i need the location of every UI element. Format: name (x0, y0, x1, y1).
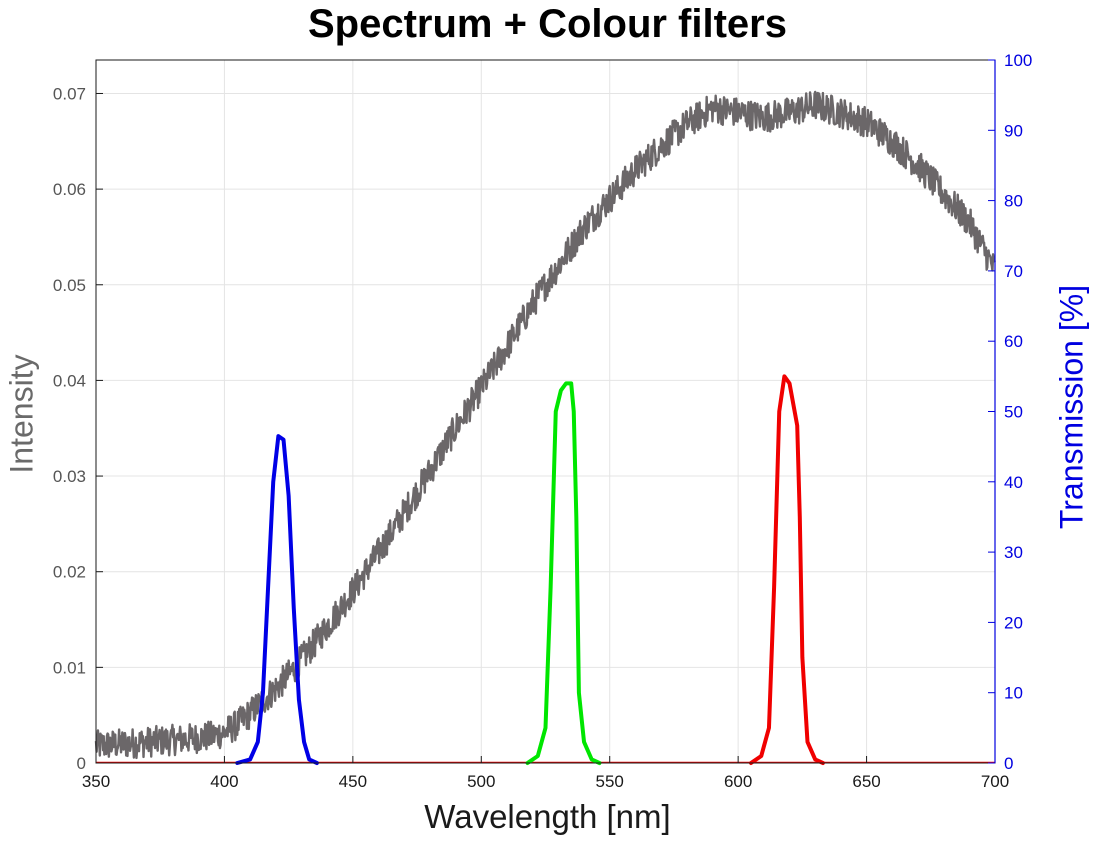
left-tick-label: 0 (77, 754, 86, 773)
right-tick-label: 100 (1004, 51, 1032, 70)
right-tick-label: 20 (1004, 613, 1023, 632)
left-axis-label: Intensity (3, 354, 40, 474)
series-layer (94, 90, 997, 765)
right-tick-label: 80 (1004, 192, 1023, 211)
x-tick-label: 400 (210, 772, 238, 791)
x-axis-label: Wavelength [nm] (424, 798, 671, 835)
blue-filter-line (235, 434, 319, 765)
plot-frame (95, 59, 996, 764)
x-tick-label: 700 (981, 772, 1009, 791)
right-tick-label: 40 (1004, 473, 1023, 492)
right-tick-label: 10 (1004, 684, 1023, 703)
right-tick-label: 60 (1004, 332, 1023, 351)
left-tick-label: 0.05 (53, 276, 86, 295)
green-filter-line (525, 381, 602, 765)
left-tick-label: 0.07 (53, 84, 86, 103)
x-tick-label: 450 (339, 772, 367, 791)
grid-lines (95, 60, 996, 764)
left-axis-ticks: 0 0.01 0.02 0.03 0.04 0.05 0.06 0.07 (53, 84, 103, 773)
left-tick-label: 0.01 (53, 658, 86, 677)
right-axis-ticks: 0 10 20 30 40 50 60 70 80 90 100 (988, 51, 1032, 773)
spectrum-line (94, 90, 997, 760)
x-tick-label: 650 (852, 772, 880, 791)
chart-title: Spectrum + Colour filters (308, 2, 787, 46)
x-tick-label: 550 (596, 772, 624, 791)
red-filter-line (748, 374, 825, 765)
right-tick-label: 70 (1004, 262, 1023, 281)
right-axis-label: Transmission [%] (1053, 284, 1090, 530)
right-tick-label: 90 (1004, 121, 1023, 140)
x-tick-label: 350 (82, 772, 110, 791)
right-tick-label: 30 (1004, 543, 1023, 562)
left-tick-label: 0.03 (53, 467, 86, 486)
x-tick-label: 600 (724, 772, 752, 791)
x-tick-label: 500 (467, 772, 495, 791)
left-tick-label: 0.04 (53, 371, 86, 390)
left-tick-label: 0.06 (53, 180, 86, 199)
left-tick-label: 0.02 (53, 563, 86, 582)
x-axis-ticks: 350 400 450 500 550 600 650 700 (82, 756, 1009, 791)
right-tick-label: 50 (1004, 403, 1023, 422)
right-tick-label: 0 (1004, 754, 1013, 773)
